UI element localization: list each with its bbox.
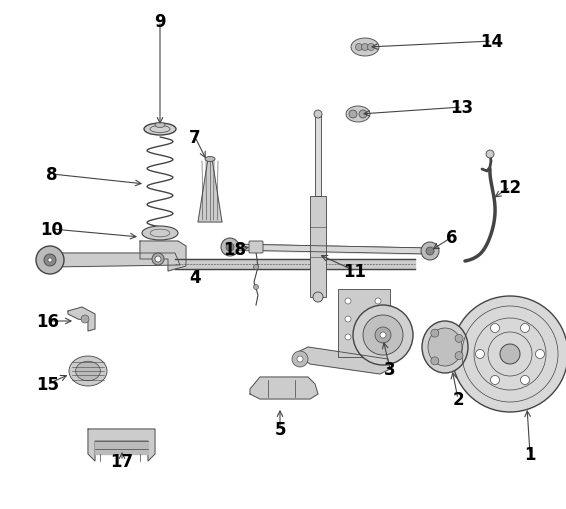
Polygon shape — [68, 307, 95, 331]
Circle shape — [521, 376, 530, 385]
Circle shape — [355, 44, 362, 51]
Circle shape — [362, 44, 368, 51]
Circle shape — [521, 324, 530, 333]
Polygon shape — [250, 377, 318, 399]
Circle shape — [313, 293, 323, 302]
Bar — [310, 197, 326, 297]
Circle shape — [421, 242, 439, 261]
Circle shape — [455, 335, 463, 343]
Ellipse shape — [155, 123, 165, 128]
Circle shape — [297, 356, 303, 362]
Text: 17: 17 — [110, 452, 134, 470]
Ellipse shape — [428, 328, 462, 366]
Circle shape — [375, 327, 391, 344]
Circle shape — [426, 247, 434, 256]
Text: 16: 16 — [36, 313, 59, 330]
Ellipse shape — [346, 107, 370, 123]
Circle shape — [353, 305, 413, 365]
Circle shape — [254, 285, 259, 290]
Ellipse shape — [144, 124, 176, 136]
Text: 8: 8 — [46, 165, 58, 184]
Ellipse shape — [76, 361, 100, 381]
Circle shape — [486, 151, 494, 159]
Circle shape — [44, 254, 56, 267]
Circle shape — [221, 239, 239, 257]
Circle shape — [254, 265, 259, 270]
Text: 7: 7 — [189, 129, 201, 147]
Circle shape — [375, 334, 381, 341]
Text: 4: 4 — [189, 268, 201, 287]
Text: 13: 13 — [451, 99, 474, 117]
Polygon shape — [50, 253, 180, 267]
Circle shape — [226, 243, 234, 251]
Circle shape — [349, 111, 357, 119]
Text: 1: 1 — [524, 445, 536, 463]
Text: 11: 11 — [344, 263, 367, 280]
Text: 14: 14 — [481, 33, 504, 51]
Circle shape — [345, 334, 351, 341]
Circle shape — [152, 253, 164, 266]
Circle shape — [500, 344, 520, 364]
Ellipse shape — [69, 356, 107, 386]
Circle shape — [491, 324, 500, 333]
Circle shape — [475, 350, 484, 359]
Ellipse shape — [422, 321, 468, 373]
Text: 12: 12 — [499, 179, 521, 196]
Circle shape — [314, 111, 322, 119]
Text: 2: 2 — [452, 390, 464, 408]
Bar — [315, 115, 321, 197]
Circle shape — [380, 332, 386, 338]
Text: 5: 5 — [275, 420, 286, 438]
Circle shape — [535, 350, 544, 359]
Text: 6: 6 — [446, 229, 458, 246]
Circle shape — [431, 329, 439, 337]
Circle shape — [36, 246, 64, 274]
Circle shape — [491, 376, 500, 385]
Text: 18: 18 — [224, 241, 247, 259]
Circle shape — [375, 298, 381, 304]
Ellipse shape — [205, 157, 215, 162]
Polygon shape — [88, 429, 155, 461]
Circle shape — [431, 357, 439, 365]
Ellipse shape — [142, 227, 178, 241]
Circle shape — [367, 44, 375, 51]
Polygon shape — [298, 347, 390, 374]
Text: 10: 10 — [41, 220, 63, 239]
Text: 9: 9 — [154, 13, 166, 31]
FancyBboxPatch shape — [249, 242, 263, 253]
Circle shape — [359, 111, 367, 119]
Bar — [338, 290, 390, 357]
Circle shape — [452, 296, 566, 412]
Circle shape — [363, 316, 403, 355]
Circle shape — [345, 317, 351, 322]
Circle shape — [455, 352, 463, 360]
Text: 3: 3 — [384, 360, 396, 378]
Ellipse shape — [351, 39, 379, 57]
Circle shape — [155, 257, 161, 263]
Circle shape — [345, 298, 351, 304]
Polygon shape — [140, 242, 186, 271]
Circle shape — [292, 351, 308, 367]
Circle shape — [375, 317, 381, 322]
Circle shape — [48, 259, 52, 263]
Polygon shape — [198, 160, 222, 222]
Circle shape — [81, 316, 89, 323]
Text: 15: 15 — [36, 375, 59, 393]
